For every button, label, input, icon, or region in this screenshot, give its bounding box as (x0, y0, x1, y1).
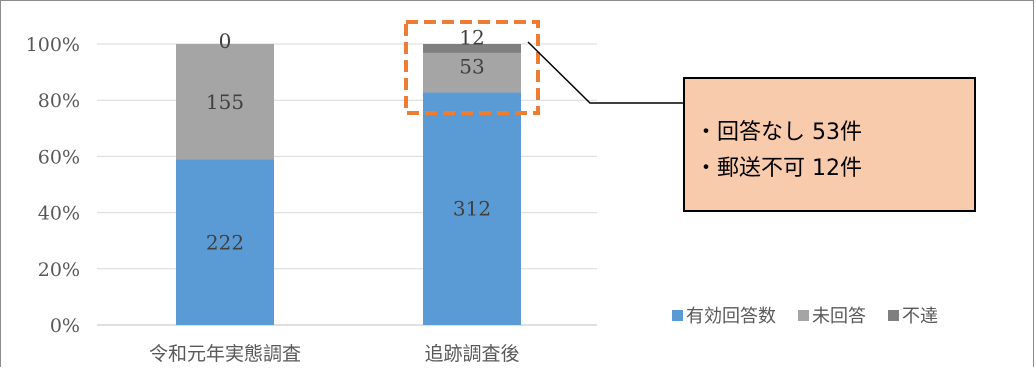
data-label: 312 (453, 197, 491, 221)
bar-segment (423, 44, 521, 53)
callout-connector (527, 41, 683, 104)
bar-segment (423, 52, 521, 93)
y-tick-label: 80% (38, 90, 80, 112)
bar-segment (176, 159, 274, 325)
callout-line-undeliverable: ・郵送不可 12件 (695, 156, 862, 181)
callout-box: ・回答なし 53件 ・郵送不可 12件 (683, 77, 976, 212)
y-tick-label: 40% (38, 203, 80, 225)
legend-swatch (888, 310, 899, 321)
highlight-box (404, 20, 540, 115)
legend-label: 未回答 (812, 306, 866, 327)
legend-swatch (672, 310, 683, 321)
data-label: 0 (219, 29, 232, 53)
bar-segment (423, 92, 521, 325)
legend-label: 有効回答数 (686, 306, 776, 327)
bar-segment (176, 44, 274, 160)
callout-line-no-answer: ・回答なし 53件 (695, 120, 862, 145)
data-label: 12 (459, 25, 484, 49)
y-tick-label: 0% (50, 315, 80, 337)
x-category-label: 追跡調査後 (424, 343, 519, 365)
legend-swatch (798, 310, 809, 321)
y-tick-label: 100% (26, 34, 80, 56)
y-tick-label: 20% (38, 259, 80, 281)
legend-label: 不達 (902, 306, 938, 327)
data-label: 155 (206, 90, 244, 114)
y-tick-label: 60% (38, 146, 80, 168)
data-label: 53 (459, 55, 484, 79)
x-category-label: 令和元年実態調査 (149, 343, 301, 365)
data-label: 222 (206, 230, 244, 254)
